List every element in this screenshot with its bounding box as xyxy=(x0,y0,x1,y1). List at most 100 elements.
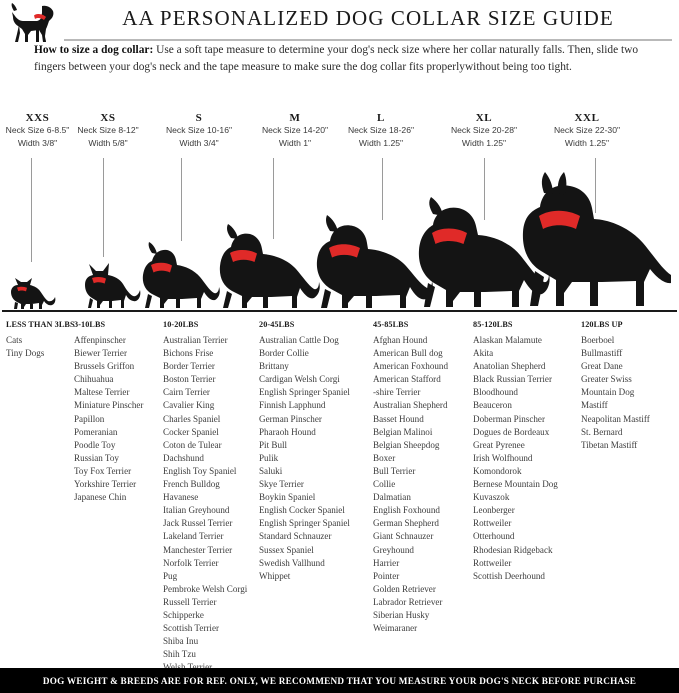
breed-item: Boxer xyxy=(373,452,396,463)
breed-item: Italian Greyhound xyxy=(163,505,230,516)
size-divider-line xyxy=(31,158,32,262)
breed-item: Anatolian Shepherd xyxy=(473,361,546,372)
breed-item: German Pinscher xyxy=(259,413,322,424)
breed-item: American Bull dog xyxy=(373,348,443,359)
breed-item: Dachshund xyxy=(163,452,204,463)
breed-item: Mastiff xyxy=(581,400,608,411)
breed-item: Boykin Spaniel xyxy=(259,492,316,503)
weight-header: LESS THAN 3LBS xyxy=(6,320,75,329)
breed-column-10-20lbs: 10-20LBS Australian Terrier Bichons Frise… xyxy=(163,320,259,674)
size-neck: Neck Size 22-30" xyxy=(553,125,621,135)
breed-item: Golden Retriever xyxy=(373,583,436,594)
breed-item: Dalmatian xyxy=(373,492,411,503)
breed-item: Bloodhound xyxy=(473,387,518,398)
breed-item: Norfolk Terrier xyxy=(163,557,219,568)
breed-item: Bichons Frise xyxy=(163,348,214,359)
size-column-xl: XL Neck Size 20-28" Width 1.25" xyxy=(440,112,528,149)
breed-item: Shih Tzu xyxy=(163,649,196,660)
breed-item: Cats xyxy=(6,335,23,345)
breed-item: Pharaoh Hound xyxy=(259,426,316,437)
breed-item: English Cocker Spaniel xyxy=(259,505,345,516)
how-to-size-text: Use a soft tape measure to determine you… xyxy=(34,44,639,73)
breed-item: French Bulldog xyxy=(163,479,220,490)
breed-list: Australian Terrier Bichons Frise Border Te… xyxy=(163,334,259,674)
breed-column-less-than-3lbs: LESS THAN 3LBS Cats Tiny Dogs xyxy=(6,320,75,360)
breed-item: Skye Terrier xyxy=(259,479,304,490)
breed-item: Schipperke xyxy=(163,609,204,620)
breed-item: Pug xyxy=(163,570,178,581)
breed-item: Chihuahua xyxy=(74,374,114,385)
breed-item: Labrador Retriever xyxy=(373,596,443,607)
breed-item: Papillon xyxy=(74,413,105,424)
breed-item: Pit Bull xyxy=(259,439,288,450)
breed-item: Tiny Dogs xyxy=(6,348,45,359)
breed-item: Rottweiler xyxy=(473,557,512,568)
breed-item: Russian Toy xyxy=(74,452,119,463)
breed-item: Irish Wolfhound xyxy=(473,452,533,463)
breed-item: Cairn Terrier xyxy=(163,387,210,398)
size-columns: XXS Neck Size 6-8.5" Width 3/8" XS Neck … xyxy=(0,112,679,158)
breed-item: Coton de Tulear xyxy=(163,439,222,450)
breed-item: Belgian Sheepdog xyxy=(373,439,440,450)
breed-list: Australian Cattle Dog Border Collie Britta… xyxy=(259,334,373,583)
size-width: Width 5/8" xyxy=(88,137,128,148)
breed-item: Leonberger xyxy=(473,505,515,516)
weight-header: 85-120LBS xyxy=(473,320,513,329)
breed-item: Tibetan Mastiff xyxy=(581,439,638,450)
breed-column-3-10lbs: 3-10LBS Affenpinscher Biewer Terrier Bruss… xyxy=(74,320,160,504)
breed-item: Afghan Hound xyxy=(373,335,428,345)
footer-disclaimer: DOG WEIGHT & BREEDS ARE FOR REF. ONLY, W… xyxy=(42,675,637,686)
size-width: Width 3/8" xyxy=(17,137,58,148)
breed-item: Doberman Pinscher xyxy=(473,413,545,424)
breed-item: English Springer Spaniel xyxy=(259,387,350,398)
weight-header: 3-10LBS xyxy=(74,320,106,329)
dog-silhouette-xl xyxy=(400,195,550,311)
dog-with-red-collar-logo-icon xyxy=(6,2,62,46)
breed-item: English Foxhound xyxy=(373,505,440,516)
size-label: XL xyxy=(475,112,493,124)
breed-item: -shire Terrier xyxy=(373,387,421,398)
size-width: Width 1.25" xyxy=(358,137,404,148)
breed-column-20-45lbs: 20-45LBS Australian Cattle Dog Border Col… xyxy=(259,320,373,583)
breed-column-85-120lbs: 85-120LBS Alaskan Malamute Akita Anatolian… xyxy=(473,320,581,583)
weight-header: 45-85LBS xyxy=(373,320,409,329)
breed-item: Great Pyrenee xyxy=(473,439,525,450)
breed-item: Bernese Mountain Dog xyxy=(473,479,558,490)
breed-item: Komondorok xyxy=(473,465,522,476)
breed-item: Boerboel xyxy=(581,335,615,345)
breed-item: Australian Cattle Dog xyxy=(259,335,339,345)
breed-item: Harrier xyxy=(373,557,400,568)
breed-weight-columns: LESS THAN 3LBS Cats Tiny Dogs 3-10LBS Aff… xyxy=(0,320,679,672)
how-to-size-instructions: How to size a dog collar: Use a soft tap… xyxy=(34,42,646,75)
breed-item: Toy Fox Terrier xyxy=(74,465,132,476)
breed-item: Charles Spaniel xyxy=(163,413,221,424)
breed-item: Cocker Spaniel xyxy=(163,426,219,437)
breed-item: English Springer Spaniel xyxy=(259,518,350,529)
size-neck: Neck Size 14-20" xyxy=(261,125,329,135)
breed-item: Russell Terrier xyxy=(163,596,217,607)
breed-item: Greyhound xyxy=(373,544,414,555)
breed-item: Basset Hound xyxy=(373,413,424,424)
breed-list: Afghan Hound American Bull dog American Fo… xyxy=(373,334,473,635)
breed-item: Pomeranian xyxy=(74,426,118,437)
dog-silhouette-m xyxy=(205,221,323,311)
weight-header: 120LBS UP xyxy=(581,320,623,329)
size-column-xxs: XXS Neck Size 6-8.5" Width 3/8" xyxy=(0,112,75,149)
size-column-xs: XS Neck Size 8-12" Width 5/8" xyxy=(66,112,150,149)
footer-banner: DOG WEIGHT & BREEDS ARE FOR REF. ONLY, W… xyxy=(0,668,679,693)
breed-item: Border Collie xyxy=(259,348,309,359)
breed-item: Neapolitan Mastiff xyxy=(581,413,650,424)
size-width: Width 3/4" xyxy=(179,137,219,148)
dog-silhouette-xs xyxy=(76,259,146,311)
weight-header: 20-45LBS xyxy=(259,320,295,329)
breed-item: Giant Schnauzer xyxy=(373,531,434,542)
size-label: L xyxy=(377,112,385,124)
breed-item: Miniature Pinscher xyxy=(74,400,144,411)
breed-column-120lbs-up: 120LBS UP Boerboel Bullmastiff Great Dane G… xyxy=(581,320,677,452)
breed-item: Finnish Lapphund xyxy=(259,400,326,411)
size-label: S xyxy=(195,112,203,124)
breed-item: Australian Terrier xyxy=(163,335,228,345)
breed-item: Cavalier King xyxy=(163,400,215,411)
dog-silhouette-xxl xyxy=(500,171,672,311)
